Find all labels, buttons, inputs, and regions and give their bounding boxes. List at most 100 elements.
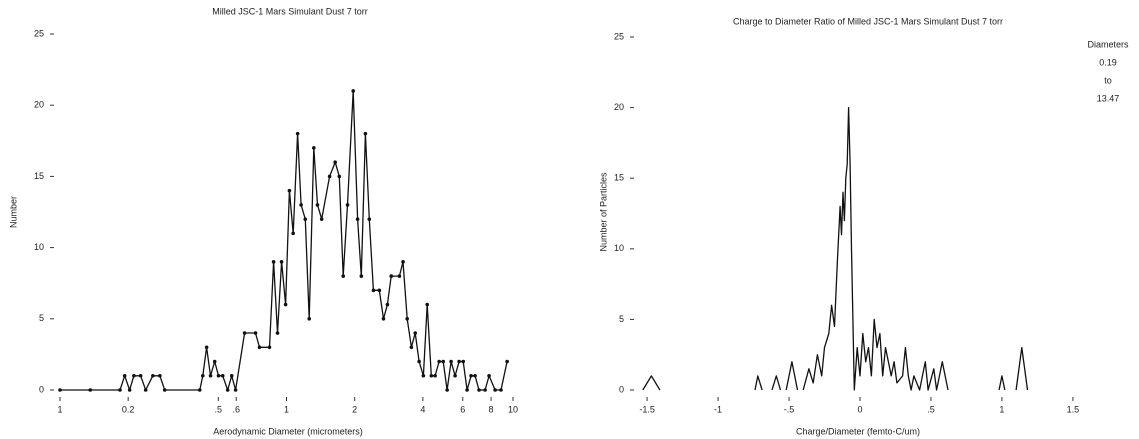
x-tick-label: 8 (489, 404, 494, 414)
data-point (267, 345, 272, 350)
data-point (151, 373, 155, 378)
data-point (417, 359, 421, 364)
data-point (122, 373, 127, 378)
x-tick-label: 4 (420, 404, 425, 414)
y-tick-label: 25 (34, 28, 44, 38)
x-tick-label: 0 (857, 404, 862, 414)
data-point (377, 288, 382, 293)
data-point (315, 203, 320, 207)
data-point (465, 388, 469, 392)
data-point (337, 174, 342, 179)
data-point (127, 388, 132, 392)
data-point (295, 131, 300, 136)
data-point (469, 373, 473, 378)
data-point (197, 388, 202, 392)
data-point (487, 373, 491, 378)
y-tick-label: 20 (614, 102, 624, 112)
data-point (367, 217, 372, 221)
data-point (493, 388, 497, 392)
chart-title: Charge to Diameter Ratio of Milled JSC-1… (733, 16, 1003, 26)
y-tick-label: 5 (39, 313, 44, 323)
y-tick-label: 20 (34, 100, 44, 110)
x-tick-label: 1.5 (1067, 404, 1080, 414)
x-tick-label: 0.2 (122, 404, 135, 414)
x-axis-label: Aerodynamic Diameter (micrometers) (213, 426, 363, 436)
y-tick-label: 0 (619, 384, 624, 394)
data-point (242, 331, 247, 335)
y-tick-label: 5 (619, 314, 624, 324)
x-tick-label: -1.5 (639, 404, 655, 414)
data-point (401, 260, 405, 264)
data-point (287, 188, 292, 193)
data-point (359, 274, 364, 278)
x-tick-label: -.5 (784, 404, 795, 414)
x-tick-label: 1 (284, 404, 289, 414)
data-point (257, 345, 262, 350)
chart-title: Milled JSC-1 Mars Simulant Dust 7 torr (212, 6, 368, 16)
data-point (483, 388, 487, 392)
data-point (409, 345, 414, 350)
x-tick-label: .6 (232, 404, 240, 414)
data-point (371, 288, 376, 293)
data-point (429, 373, 434, 378)
data-point (477, 388, 481, 392)
y-tick-label: 0 (39, 384, 44, 394)
data-point (143, 388, 148, 392)
data-point (208, 373, 213, 378)
y-axis-label: Number (8, 196, 18, 228)
data-point (433, 373, 437, 378)
data-point (253, 331, 258, 335)
data-line (60, 90, 508, 391)
data-point (283, 302, 288, 307)
data-point (204, 345, 209, 350)
data-point (162, 388, 167, 392)
data-point (333, 160, 337, 164)
data-point (421, 373, 426, 378)
y-tick-label: 10 (614, 243, 624, 253)
data-point (279, 260, 284, 264)
y-tick-label: 10 (34, 242, 44, 252)
data-point (275, 331, 280, 335)
data-point (200, 373, 205, 378)
data-point (327, 174, 332, 179)
x-tick-label: .5 (215, 404, 223, 414)
data-point (449, 359, 453, 364)
data-point (397, 274, 402, 278)
data-line (642, 106, 1029, 391)
data-point (499, 388, 503, 392)
data-point (437, 359, 441, 364)
data-point (385, 302, 390, 307)
data-point (225, 388, 230, 392)
data-point (319, 217, 324, 221)
data-point (88, 388, 93, 392)
data-point (291, 231, 295, 236)
y-tick-label: 15 (614, 173, 624, 183)
data-point (381, 317, 386, 321)
data-point (425, 302, 429, 307)
data-point (413, 331, 417, 335)
data-point (445, 388, 449, 392)
annotation: to (1104, 75, 1112, 85)
data-point (216, 373, 221, 378)
x-tick-label: 10 (508, 404, 518, 414)
annotation: 0.19 (1099, 57, 1117, 67)
data-point (405, 317, 409, 321)
x-axis-label: Charge/Diameter (femto-C/um) (796, 426, 920, 436)
x-tick-label: 2 (352, 404, 357, 414)
data-point (271, 260, 276, 264)
data-point (303, 217, 308, 221)
data-point (389, 274, 394, 278)
data-point (312, 146, 316, 150)
x-tick-label: 1 (999, 404, 1004, 414)
data-point (453, 373, 457, 378)
x-tick-label: 1 (57, 404, 62, 414)
y-tick-label: 15 (34, 171, 44, 181)
data-point (473, 373, 477, 378)
data-point (461, 359, 466, 364)
data-point (351, 89, 355, 93)
data-point (138, 373, 143, 378)
data-point (233, 388, 238, 392)
annotation: Diameters (1087, 39, 1129, 49)
data-point (457, 359, 461, 364)
